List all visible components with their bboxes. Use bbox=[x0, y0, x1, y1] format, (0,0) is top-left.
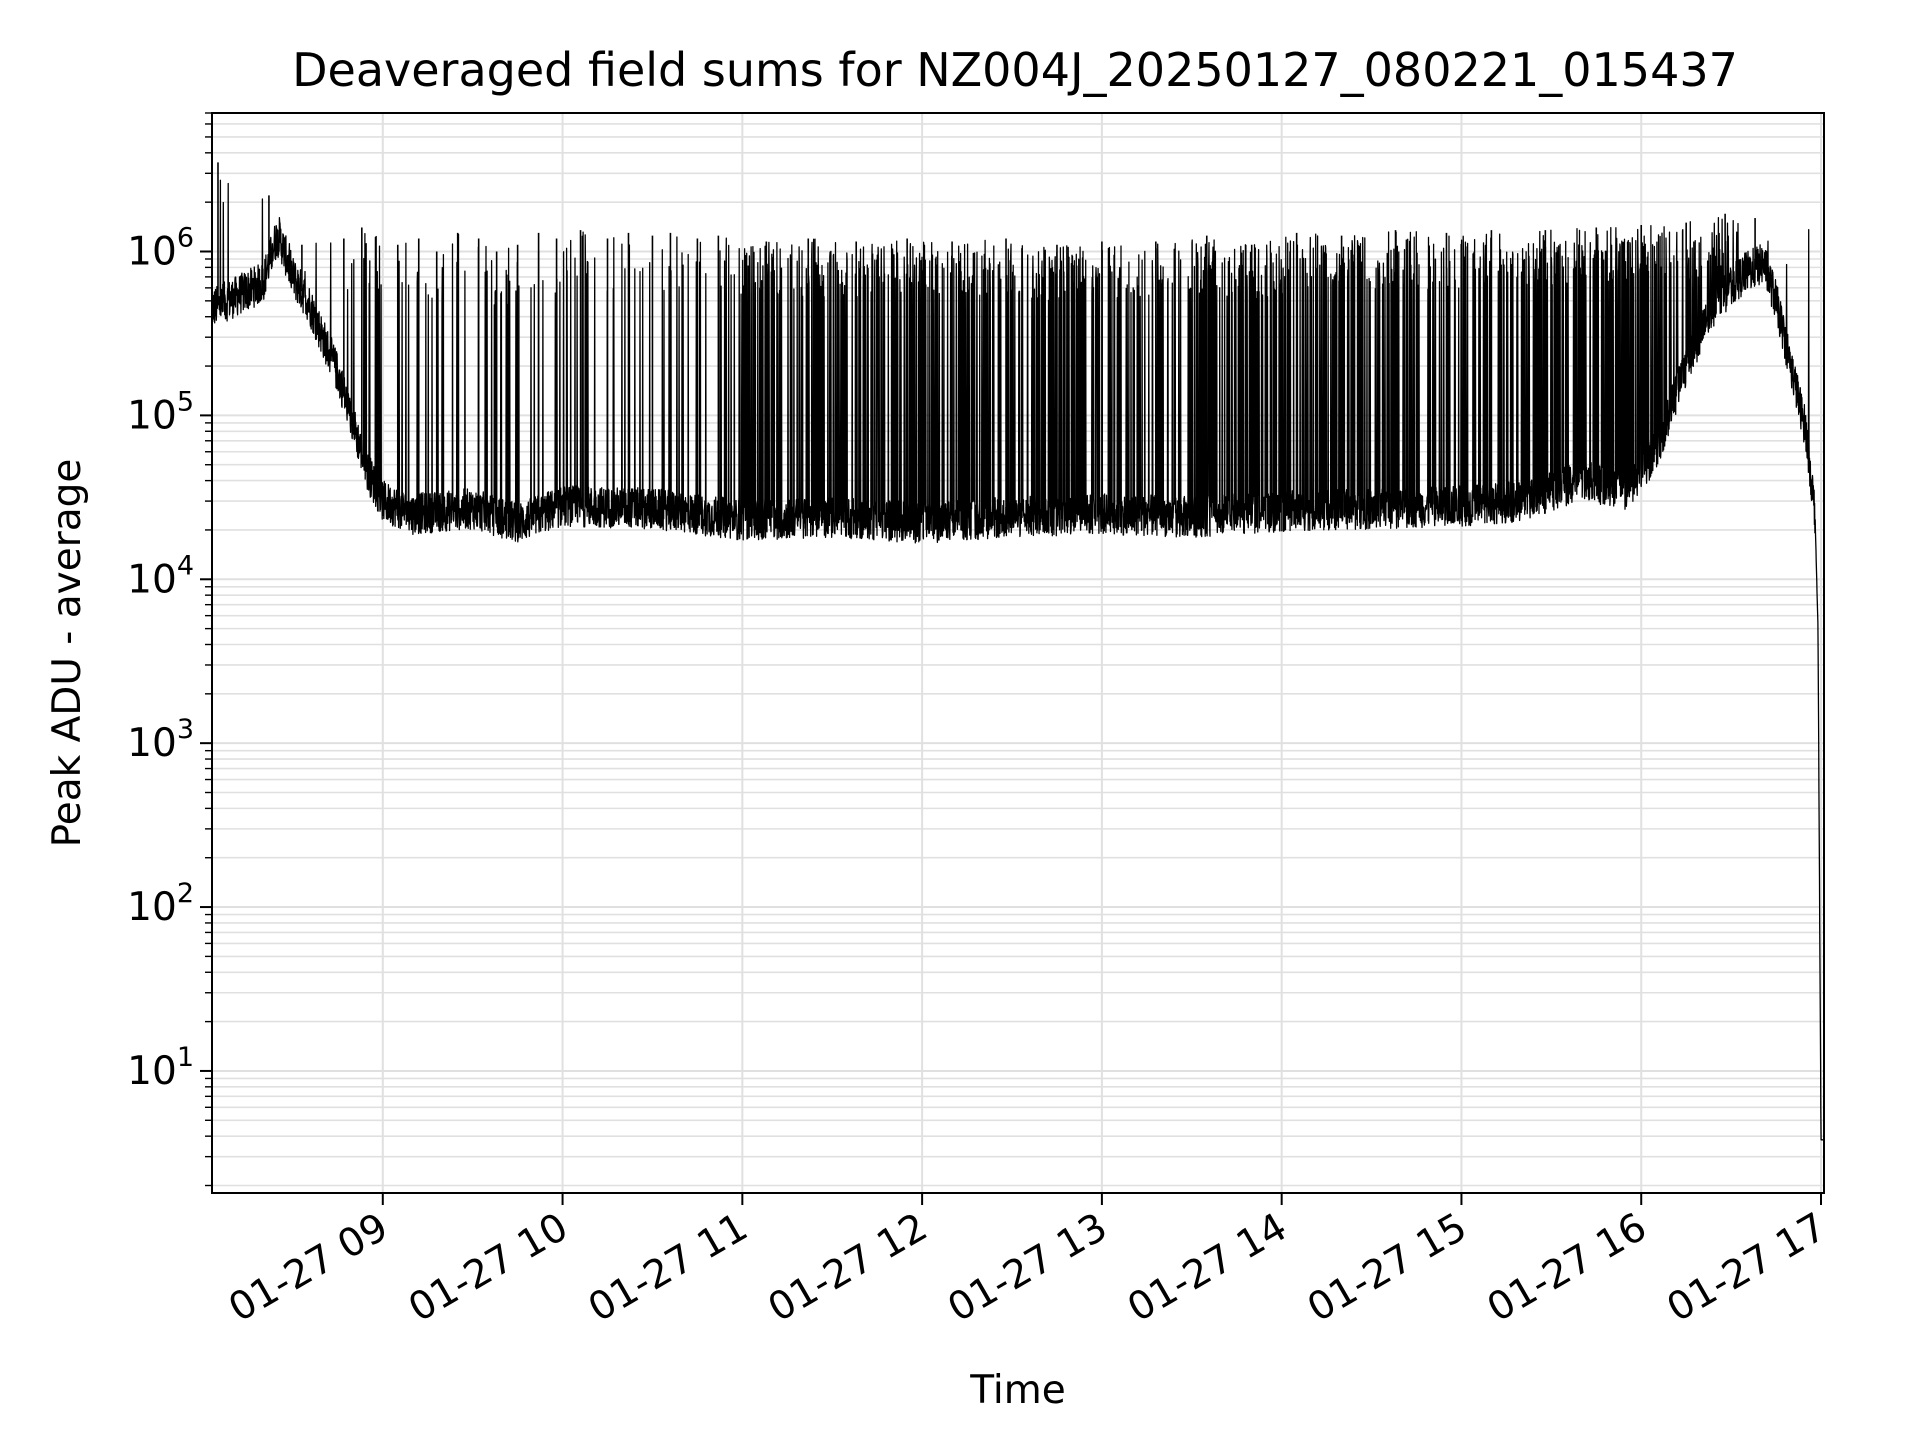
y-tick-label: 104 bbox=[127, 550, 194, 602]
y-tick-label: 106 bbox=[127, 223, 194, 275]
y-tick-label: 105 bbox=[127, 386, 194, 438]
plot-frame bbox=[211, 112, 1825, 1194]
series-peak-adu bbox=[211, 162, 1825, 1141]
x-axis-label: Time bbox=[969, 1368, 1065, 1413]
y-tick-label: 103 bbox=[127, 714, 194, 766]
y-tick-label: 101 bbox=[127, 1042, 194, 1094]
y-axis: 101 102 103 104 105 106 bbox=[127, 112, 212, 1187]
y-axis-label: Peak ADU - average bbox=[45, 459, 90, 848]
chart-title: Deaveraged field sums for NZ004J_2025012… bbox=[292, 43, 1738, 97]
series-line bbox=[211, 179, 1825, 1141]
y-tick-label: 102 bbox=[127, 878, 194, 930]
